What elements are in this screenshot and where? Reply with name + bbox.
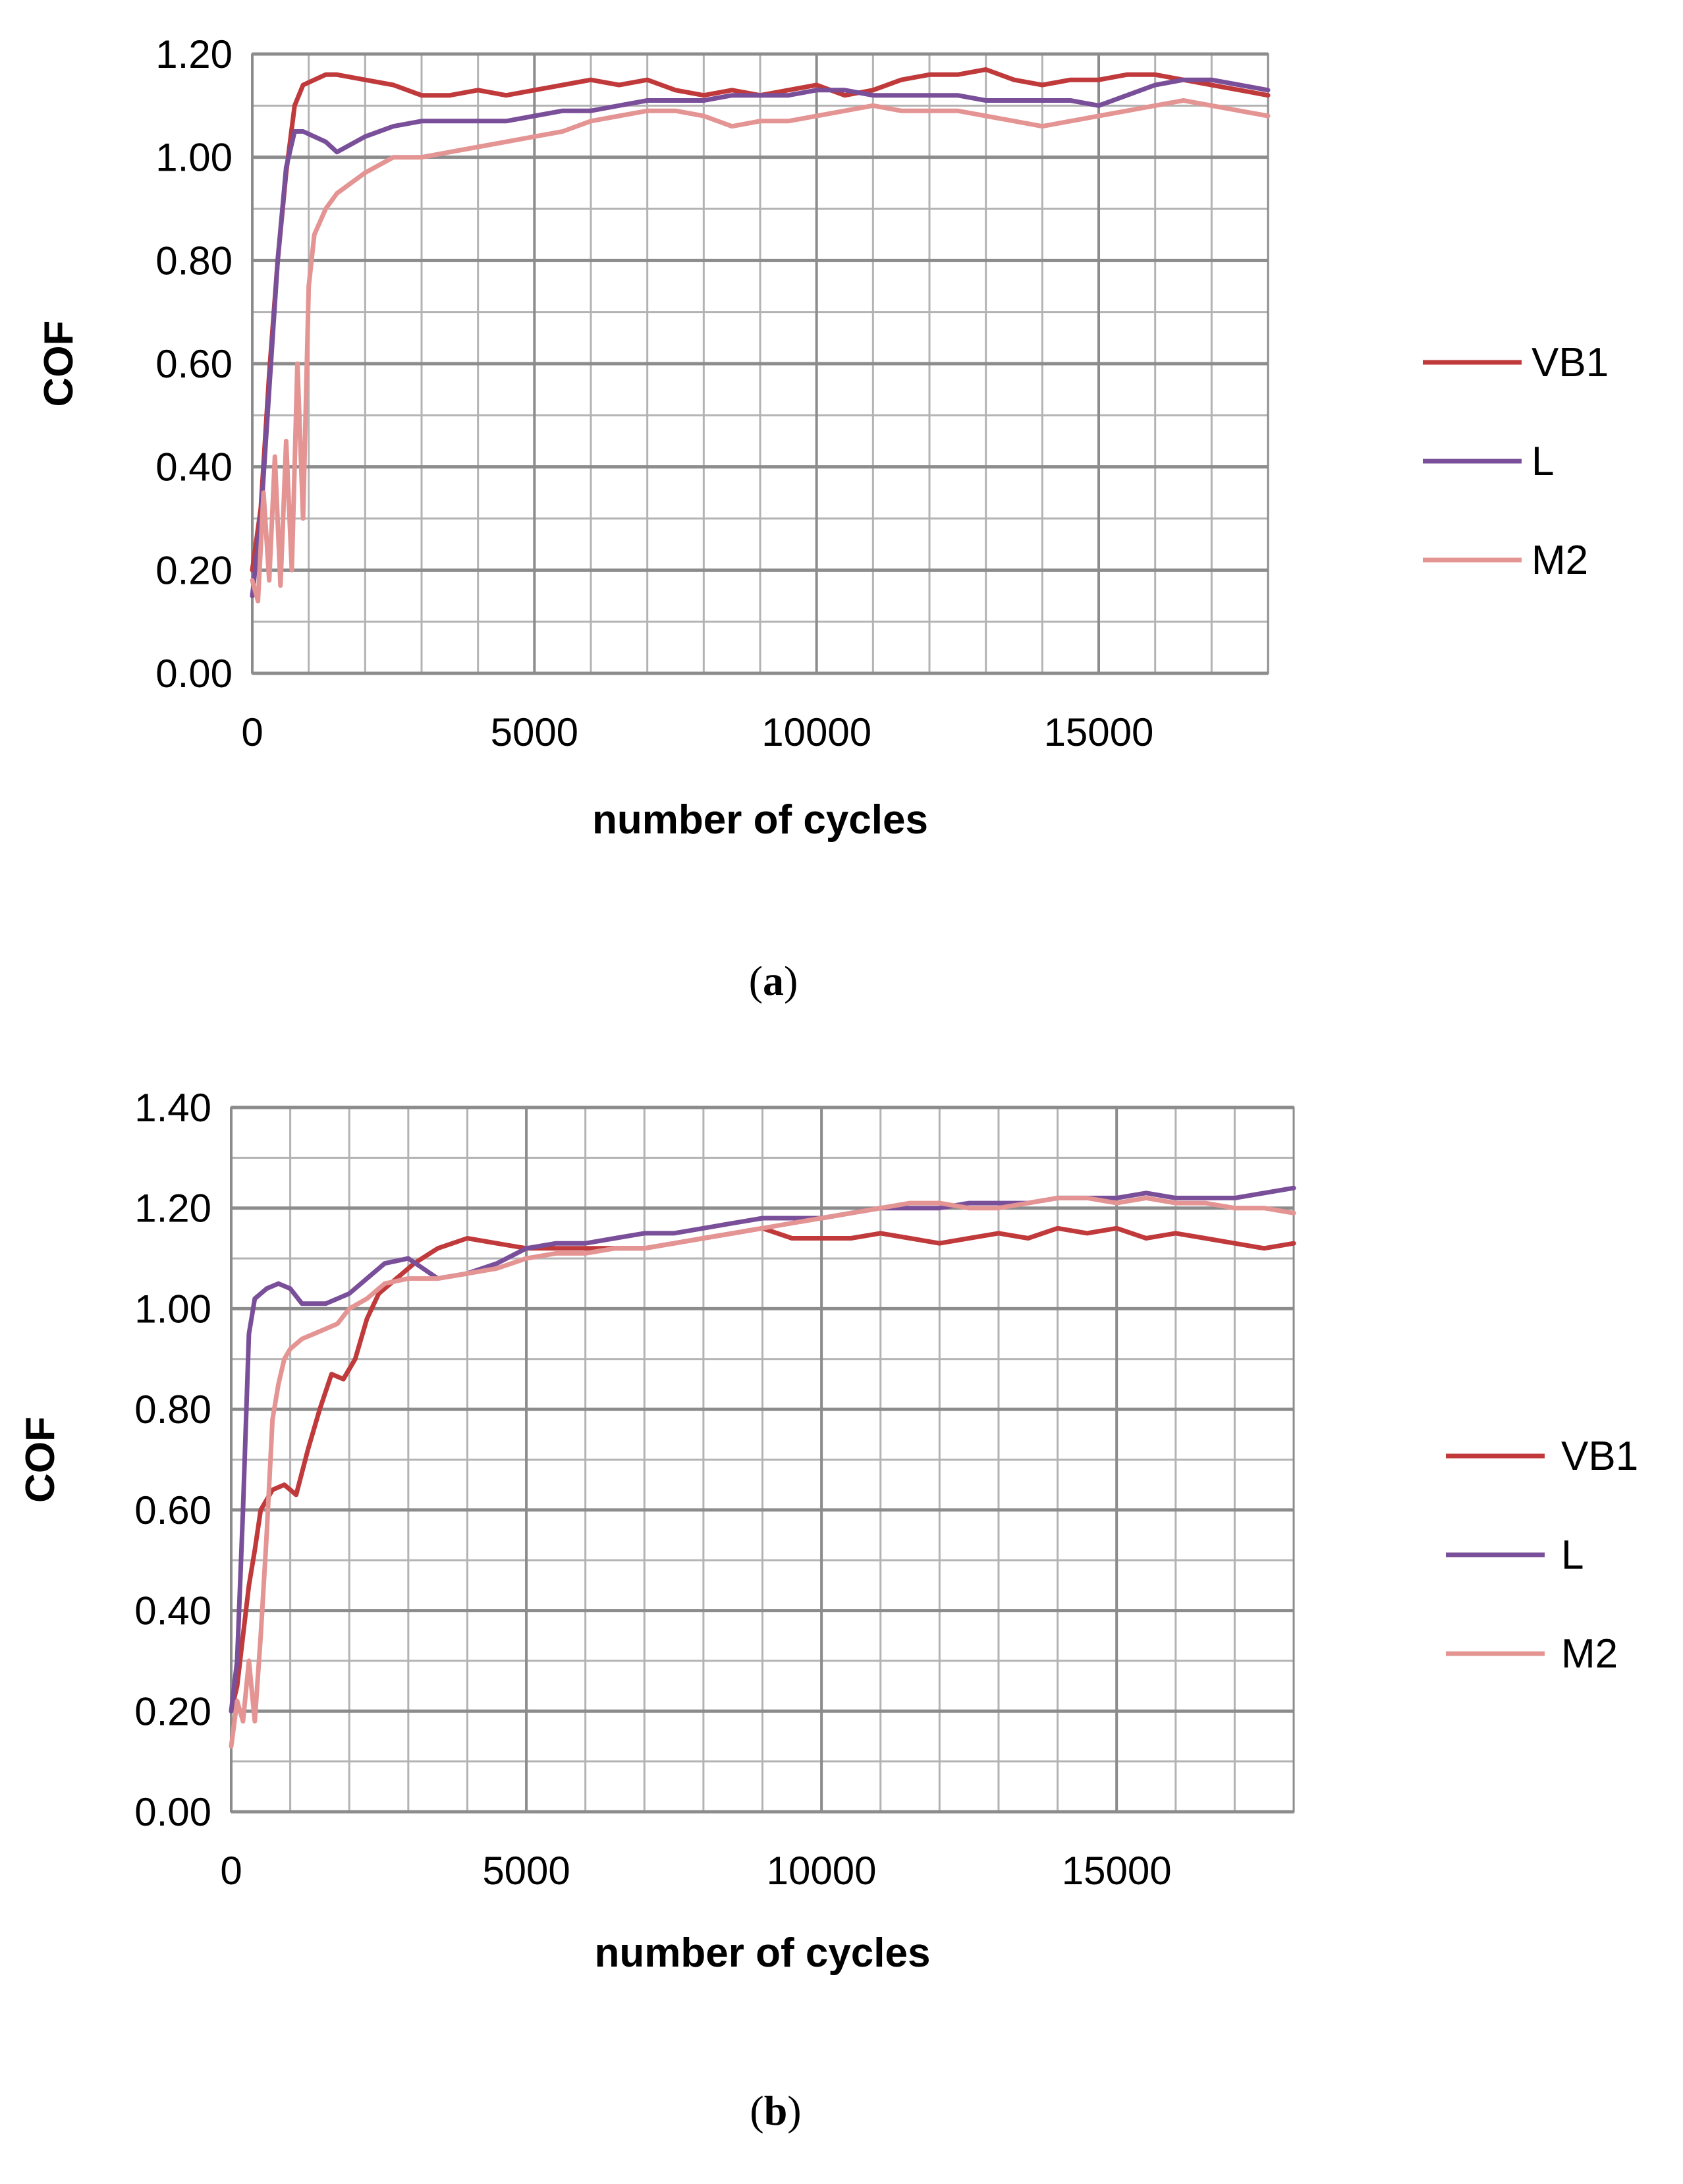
y-axis-title: COF bbox=[36, 321, 82, 407]
y-tick-label: 1.20 bbox=[155, 32, 233, 76]
series-line-m2 bbox=[229, 1195, 1296, 1749]
y-axis-tick-labels: 0.00 0.20 0.40 0.60 0.80 1.00 1.20 bbox=[155, 32, 233, 696]
legend-label-m2: M2 bbox=[1531, 538, 1588, 583]
y-axis-tick-labels: 0.00 0.20 0.40 0.60 0.80 1.00 1.20 1.40 bbox=[134, 1086, 211, 1834]
panel-label-close-paren: ) bbox=[787, 2087, 801, 2134]
series-lines bbox=[250, 67, 1271, 603]
y-tick-label: 0.20 bbox=[155, 548, 233, 592]
series-line-m2 bbox=[250, 98, 1271, 603]
panel-label-open-paren: ( bbox=[749, 957, 763, 1004]
plot-area-border bbox=[251, 53, 1269, 675]
panel-label-letter: a bbox=[763, 957, 784, 1004]
panel-label-a: (a) bbox=[749, 957, 798, 1004]
panel-label-letter: b bbox=[764, 2087, 788, 2134]
panel-label-open-paren: ( bbox=[750, 2087, 763, 2134]
y-tick-label: 0.00 bbox=[155, 652, 233, 696]
series-line-l bbox=[250, 77, 1271, 598]
legend-label-l: L bbox=[1561, 1532, 1584, 1578]
legend: VB1 L M2 bbox=[1446, 1434, 1638, 1677]
panel-label-close-paren: ) bbox=[784, 957, 798, 1004]
x-tick-label: 5000 bbox=[482, 1849, 570, 1893]
y-tick-label: 1.20 bbox=[134, 1187, 211, 1231]
x-tick-label: 15000 bbox=[1062, 1849, 1172, 1893]
y-tick-label: 0.80 bbox=[134, 1387, 211, 1432]
x-axis-tick-labels: 0 5000 10000 15000 bbox=[241, 710, 1153, 754]
series-line-vb1 bbox=[229, 1225, 1296, 1714]
y-tick-label: 0.00 bbox=[134, 1790, 211, 1834]
x-tick-label: 10000 bbox=[761, 710, 871, 754]
x-tick-label: 10000 bbox=[767, 1849, 877, 1893]
x-tick-label: 0 bbox=[220, 1849, 242, 1893]
chart-panel-b: 0.00 0.20 0.40 0.60 0.80 1.00 1.20 1.40 0 5000 10… bbox=[18, 1086, 1638, 2134]
legend-label-vb1: VB1 bbox=[1531, 340, 1609, 385]
y-tick-label: 0.60 bbox=[155, 342, 233, 386]
chart-panel-a: 0.00 0.20 0.40 0.60 0.80 1.00 1.20 0 5000 10000 1… bbox=[36, 32, 1609, 1004]
x-tick-label: 5000 bbox=[491, 710, 578, 754]
series-lines bbox=[229, 1185, 1296, 1749]
y-tick-label: 0.60 bbox=[134, 1488, 211, 1532]
panel-label-b: (b) bbox=[750, 2087, 801, 2134]
x-tick-label: 0 bbox=[241, 710, 263, 754]
legend-label-l: L bbox=[1531, 439, 1554, 484]
y-tick-label: 1.00 bbox=[134, 1287, 211, 1331]
y-tick-label: 1.40 bbox=[134, 1086, 211, 1130]
y-tick-label: 1.00 bbox=[155, 136, 233, 180]
y-tick-label: 0.40 bbox=[134, 1589, 211, 1633]
legend-label-m2: M2 bbox=[1561, 1631, 1618, 1677]
x-axis-title: number of cycles bbox=[595, 1930, 931, 1976]
y-tick-label: 0.20 bbox=[134, 1689, 211, 1733]
legend: VB1 L M2 bbox=[1423, 340, 1609, 583]
legend-label-vb1: VB1 bbox=[1561, 1434, 1638, 1479]
x-tick-label: 15000 bbox=[1044, 710, 1154, 754]
plot-area-border bbox=[230, 1106, 1295, 1813]
y-tick-label: 0.40 bbox=[155, 445, 233, 490]
x-axis-tick-labels: 0 5000 10000 15000 bbox=[220, 1849, 1171, 1893]
x-axis-title: number of cycles bbox=[592, 797, 928, 843]
series-line-vb1 bbox=[250, 67, 1271, 573]
y-tick-label: 0.80 bbox=[155, 238, 233, 283]
y-axis-title: COF bbox=[18, 1416, 63, 1503]
